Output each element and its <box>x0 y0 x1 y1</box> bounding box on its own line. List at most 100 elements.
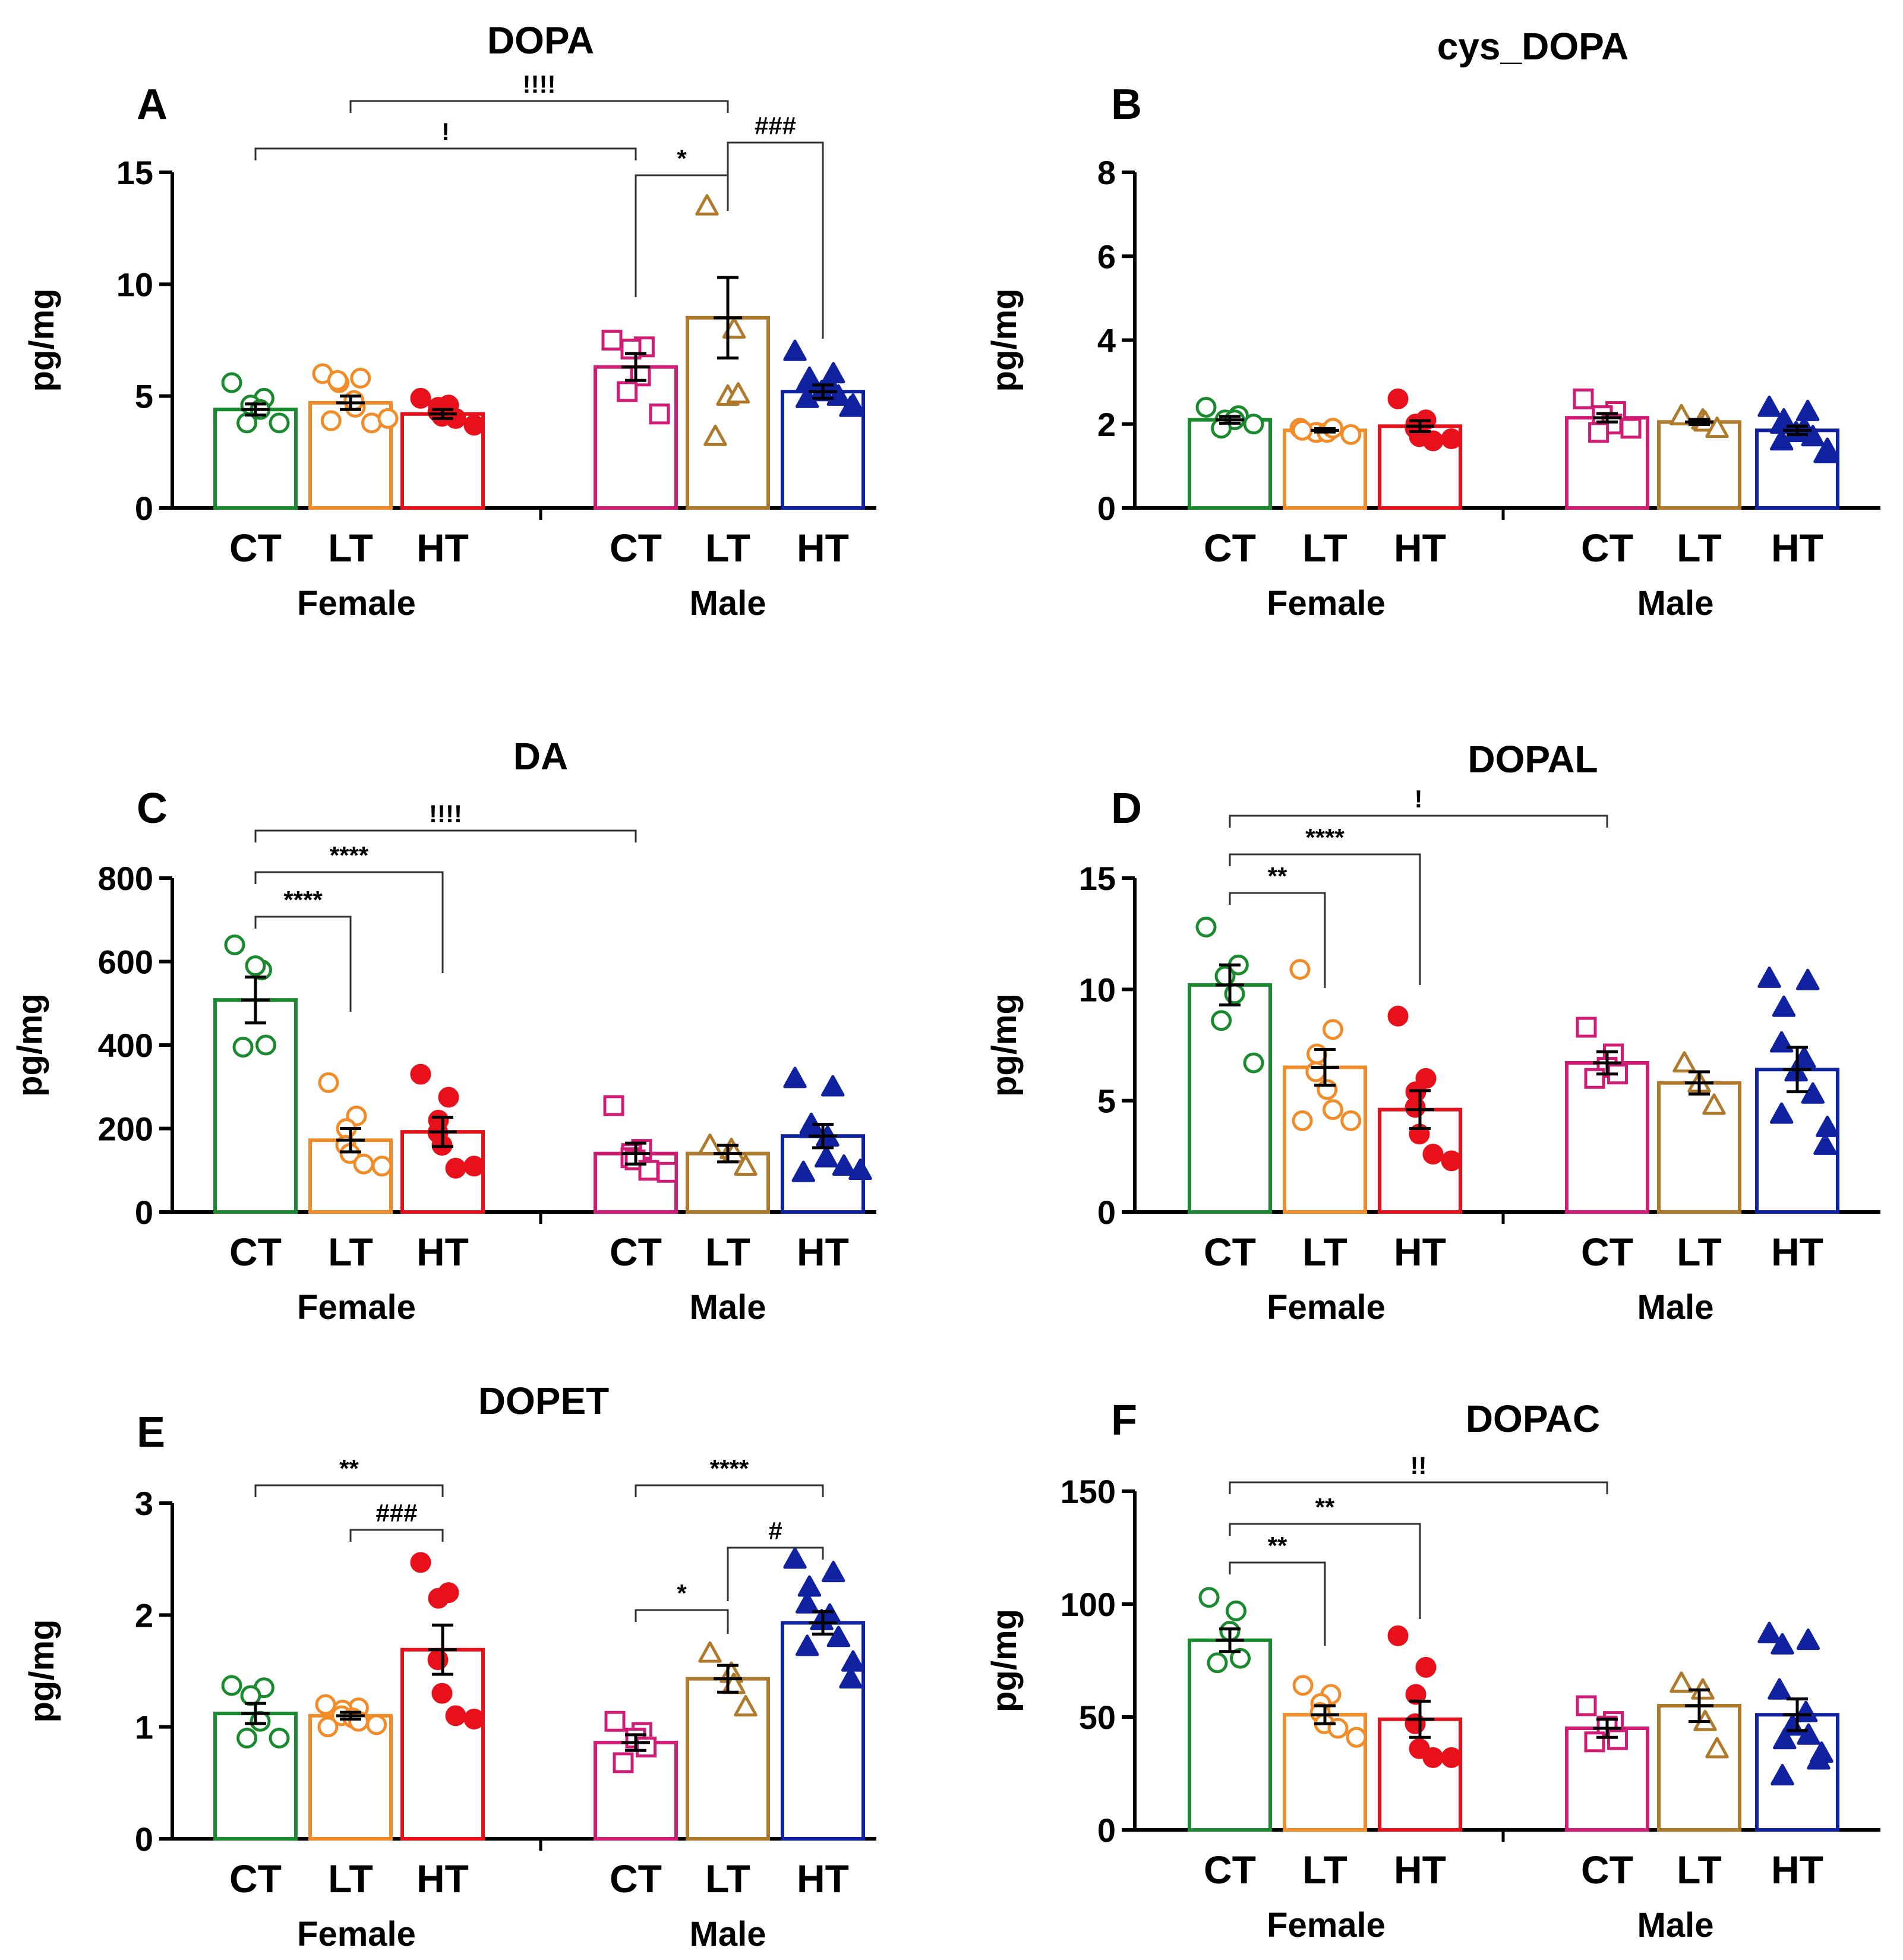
data-point <box>221 1675 242 1696</box>
significance-label: !! <box>1410 1451 1427 1479</box>
data-point <box>1670 1671 1693 1693</box>
y-tick-label: 0 <box>1097 490 1116 527</box>
significance-label: **** <box>330 841 369 869</box>
data-point <box>848 1159 872 1181</box>
data-point <box>601 330 623 351</box>
y-axis-title: pg/mg <box>985 289 1024 392</box>
data-point <box>795 1634 819 1656</box>
category-label: HT <box>416 1857 469 1901</box>
group-label: Male <box>1637 584 1714 623</box>
significance-label: ! <box>441 118 450 146</box>
category-label: HT <box>1771 1848 1823 1892</box>
data-point <box>1289 959 1311 980</box>
data-point <box>1813 441 1837 463</box>
data-point <box>795 1592 819 1614</box>
group-label: Female <box>297 1915 416 1953</box>
data-point <box>1771 1764 1794 1786</box>
data-point <box>410 1552 431 1573</box>
bracket-line <box>727 141 824 339</box>
data-point <box>726 382 750 404</box>
bracket-line <box>254 829 637 842</box>
group-label: Female <box>297 1288 416 1327</box>
data-point <box>1415 1656 1437 1678</box>
y-tick-label: 10 <box>1079 971 1116 1008</box>
group-label: Female <box>297 584 416 623</box>
data-point <box>1340 1110 1362 1131</box>
category-label: HT <box>1771 526 1823 570</box>
data-point <box>1405 1684 1427 1705</box>
significance-bracket: ** <box>254 1454 444 1497</box>
significance-bracket: **** <box>254 886 352 1012</box>
y-axis-title: pg/mg <box>23 1620 61 1723</box>
data-point <box>269 412 290 434</box>
data-point <box>1340 424 1362 445</box>
category-label: CT <box>1204 1230 1256 1274</box>
data-point <box>1771 1633 1794 1655</box>
category-label: CT <box>610 1230 662 1274</box>
category-label: LT <box>705 526 750 570</box>
category-label: LT <box>1302 1230 1347 1274</box>
category-label: CT <box>229 1857 282 1901</box>
data-point <box>343 390 365 411</box>
data-point <box>353 1153 374 1175</box>
y-axis-title: pg/mg <box>23 289 61 392</box>
data-point <box>1584 1068 1605 1089</box>
data-point <box>1292 1110 1313 1131</box>
group-label: Male <box>1637 1906 1714 1945</box>
y-tick-label: 4 <box>1097 322 1116 359</box>
bar-male-lt <box>1657 1081 1741 1214</box>
data-point <box>1422 430 1444 452</box>
category-label: HT <box>797 1230 849 1274</box>
significance-label: # <box>768 1517 782 1545</box>
data-point <box>1441 428 1462 449</box>
category-label: CT <box>610 526 662 570</box>
data-point <box>1797 1723 1820 1745</box>
y-tick-label: 5 <box>135 378 153 415</box>
significance-label: ** <box>1315 1493 1335 1521</box>
data-point <box>698 1133 722 1155</box>
bar-female-ht <box>400 1647 485 1841</box>
bracket-line <box>254 147 637 160</box>
data-point <box>1757 1621 1781 1643</box>
significance-bracket: **** <box>254 841 444 973</box>
category-label: HT <box>797 1857 849 1901</box>
data-point <box>315 1694 336 1715</box>
group-label: Male <box>690 1288 766 1327</box>
category-label: LT <box>1677 1848 1722 1892</box>
data-point <box>1794 1700 1818 1722</box>
significance-bracket: **** <box>1229 823 1421 985</box>
significance-bracket: **** <box>635 1454 824 1497</box>
data-point <box>695 194 719 216</box>
panel-letter: A <box>137 81 168 128</box>
category-label: LT <box>328 526 373 570</box>
data-point <box>1198 1587 1220 1608</box>
data-point <box>463 415 485 436</box>
y-tick-label: 200 <box>98 1110 153 1148</box>
data-point <box>783 339 807 361</box>
data-point <box>1387 1625 1409 1646</box>
group-label: Female <box>1267 1288 1386 1327</box>
data-point <box>463 1156 485 1177</box>
data-point <box>1305 1061 1327 1082</box>
significance-label: **** <box>710 1454 749 1482</box>
data-point <box>1207 1652 1228 1674</box>
data-point <box>1769 1102 1794 1124</box>
y-tick-label: 15 <box>116 154 153 191</box>
data-point <box>1441 1747 1462 1768</box>
y-tick-label: 400 <box>98 1027 153 1064</box>
significance-bracket: ** <box>1229 1532 1326 1646</box>
y-tick-label: 10 <box>116 266 153 303</box>
y-tick-label: 2 <box>135 1596 153 1634</box>
data-point <box>1705 1737 1729 1759</box>
group-label: Female <box>1267 584 1386 623</box>
significance-label: ** <box>1268 1532 1287 1560</box>
data-point <box>1792 1046 1816 1068</box>
data-point <box>320 410 342 431</box>
data-point <box>1322 1019 1343 1040</box>
data-point <box>255 1034 276 1056</box>
significance-label: !!!! <box>523 70 556 98</box>
y-axis-title: pg/mg <box>985 1609 1024 1712</box>
panel-title: DOPET <box>478 1380 609 1422</box>
